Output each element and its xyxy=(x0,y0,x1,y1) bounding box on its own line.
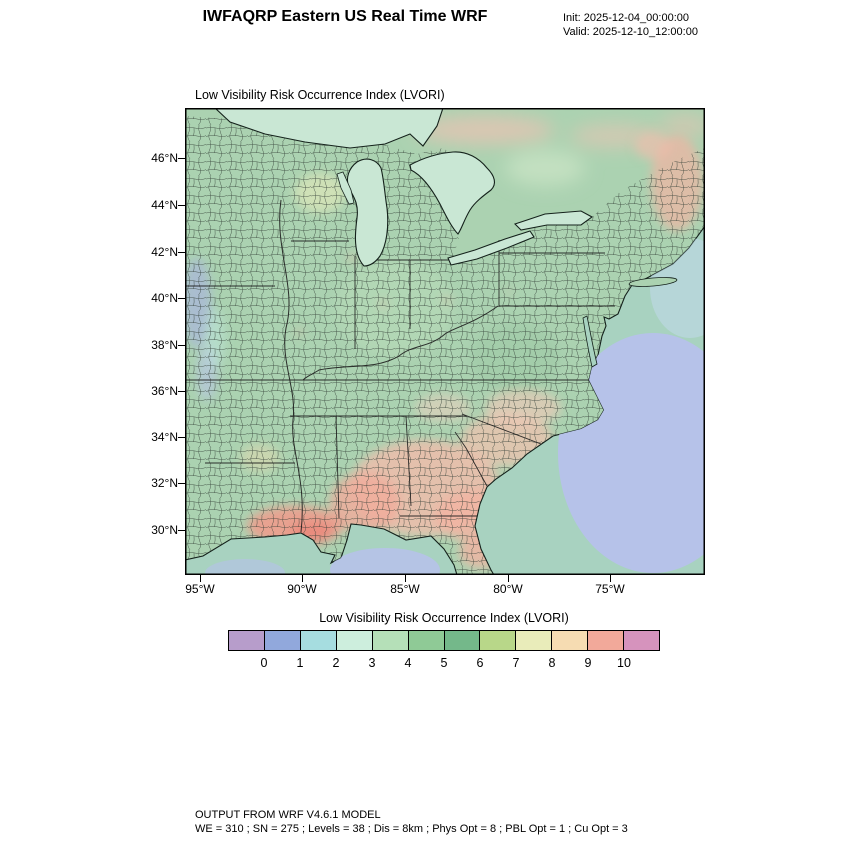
colorbar-tick-label: 10 xyxy=(617,656,631,670)
y-tick-mark xyxy=(178,252,185,254)
y-tick-label: 42°N xyxy=(151,245,178,259)
green-bay xyxy=(336,171,355,205)
valid-time: Valid: 2025-12-10_12:00:00 xyxy=(563,26,698,38)
y-tick-label: 46°N xyxy=(151,151,178,165)
y-tick-mark xyxy=(178,391,185,393)
colorbar-cell xyxy=(229,631,265,650)
y-tick-label: 32°N xyxy=(151,476,178,490)
colorbar-cell xyxy=(624,631,660,650)
colorbar-tick-label: 5 xyxy=(440,656,448,670)
plot-title: Low Visibility Risk Occurrence Index (LV… xyxy=(195,88,445,102)
x-tick-label: 90°W xyxy=(287,582,317,596)
x-tick-mark xyxy=(302,575,304,582)
timestamps: Init: 2025-12-04_00:00:00 Valid: 2025-12… xyxy=(563,11,698,39)
y-tick-label: 38°N xyxy=(151,338,178,352)
y-tick-mark xyxy=(178,205,185,207)
lvori-map xyxy=(183,104,710,576)
colorbar-tick-label: 4 xyxy=(404,656,412,670)
page-title: IWFAQRP Eastern US Real Time WRF xyxy=(202,8,488,25)
y-tick-mark xyxy=(178,530,185,532)
chesapeake-bay xyxy=(582,315,598,368)
x-tick-mark xyxy=(610,575,612,582)
footer: OUTPUT FROM WRF V4.6.1 MODEL WE = 310 ; … xyxy=(195,808,628,836)
map-border xyxy=(185,108,705,575)
footer-model-line: OUTPUT FROM WRF V4.6.1 MODEL xyxy=(195,809,381,821)
map-frame xyxy=(183,104,710,576)
lake-superior xyxy=(213,107,444,149)
y-tick-mark xyxy=(178,483,185,485)
x-tick-label: 85°W xyxy=(390,582,420,596)
colorbar-cell xyxy=(300,631,337,650)
colorbar-cell xyxy=(372,631,409,650)
x-tick-label: 80°W xyxy=(493,582,523,596)
colorbar-cell xyxy=(516,631,553,650)
x-tick-label: 75°W xyxy=(595,582,625,596)
colorbar-tick-label: 0 xyxy=(260,656,268,670)
y-tick-mark xyxy=(178,345,185,347)
y-tick-label: 34°N xyxy=(151,430,178,444)
long-island xyxy=(628,277,678,287)
x-tick-mark xyxy=(200,575,202,582)
lake-huron xyxy=(409,151,496,235)
colorbar-cell xyxy=(336,631,373,650)
y-tick-label: 36°N xyxy=(151,384,178,398)
colorbar-cell xyxy=(588,631,625,650)
y-tick-mark xyxy=(178,158,185,160)
x-tick-label: 95°W xyxy=(185,582,215,596)
lake-ontario xyxy=(513,210,594,231)
colorbar-cell xyxy=(480,631,517,650)
colorbar-tick-label: 6 xyxy=(476,656,484,670)
y-tick-mark xyxy=(178,298,185,300)
x-tick-mark xyxy=(405,575,407,582)
colorbar-cell xyxy=(264,631,301,650)
colorbar-cell xyxy=(552,631,589,650)
init-time: Init: 2025-12-04_00:00:00 xyxy=(563,12,689,24)
x-tick-mark xyxy=(508,575,510,582)
colorbar xyxy=(228,630,660,651)
great-lakes xyxy=(213,107,594,267)
y-tick-label: 44°N xyxy=(151,198,178,212)
colorbar-tick-label: 1 xyxy=(296,656,304,670)
gulf-shading xyxy=(205,548,440,575)
colorbar-title: Low Visibility Risk Occurrence Index (LV… xyxy=(319,611,569,625)
y-tick-mark xyxy=(178,437,185,439)
colorbar-cell xyxy=(444,631,481,650)
colorbar-tick-label: 3 xyxy=(368,656,376,670)
y-tick-label: 40°N xyxy=(151,291,178,305)
colorbar-tick-label: 7 xyxy=(512,656,520,670)
lake-michigan xyxy=(346,158,389,267)
footer-config-line: WE = 310 ; SN = 275 ; Levels = 38 ; Dis … xyxy=(195,823,628,835)
y-tick-label: 30°N xyxy=(151,523,178,537)
colorbar-cell xyxy=(408,631,445,650)
colorbar-tick-label: 8 xyxy=(548,656,556,670)
colorbar-tick-label: 9 xyxy=(584,656,592,670)
colorbar-tick-label: 2 xyxy=(332,656,340,670)
lake-erie xyxy=(447,230,535,266)
